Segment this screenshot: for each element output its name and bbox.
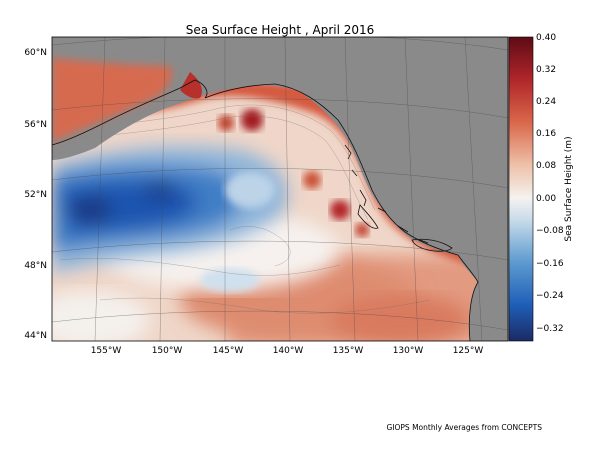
lat-label-44: 44°N <box>24 331 47 341</box>
lat-label-60: 60°N <box>24 48 47 58</box>
data-credit: GIOPS Monthly Averages from CONCEPTS <box>386 423 542 432</box>
colorbar-tick: 0.32 <box>536 65 556 75</box>
map-title: Sea Surface Height , April 2016 <box>185 23 375 37</box>
colorbar-tick: 0.24 <box>536 97 556 107</box>
lon-label-125: 125°W <box>453 346 484 356</box>
lon-label-135: 135°W <box>333 346 364 356</box>
graticule <box>52 37 508 341</box>
colorbar-tick: 0.40 <box>536 33 556 43</box>
lat-label-52: 52°N <box>24 190 47 200</box>
colorbar-label: Sea Surface Height (m) <box>564 136 574 241</box>
lon-label-145: 145°W <box>213 346 244 356</box>
lon-label-140: 140°W <box>273 346 304 356</box>
colorbar-tick: −0.08 <box>536 226 564 236</box>
lat-label-48: 48°N <box>24 261 47 271</box>
colorbar-tick: −0.16 <box>536 259 564 269</box>
colorbar-tick: 0.08 <box>536 161 556 171</box>
latitude-labels: 60°N 56°N 52°N 48°N 44°N <box>24 48 47 341</box>
colorbar: 0.40 0.32 0.24 0.16 0.08 0.00 −0.08 −0.1… <box>508 33 574 342</box>
map-frame <box>51 36 509 342</box>
ssh-field <box>52 37 508 341</box>
longitude-labels: 155°W 150°W 145°W 140°W 135°W 130°W 125°… <box>91 346 484 356</box>
colorbar-ticks: 0.40 0.32 0.24 0.16 0.08 0.00 −0.08 −0.1… <box>536 33 564 334</box>
colorbar-tick: −0.32 <box>536 324 564 334</box>
lon-label-130: 130°W <box>393 346 424 356</box>
lat-label-56: 56°N <box>24 120 47 130</box>
colorbar-gradient <box>508 36 534 342</box>
colorbar-tick: 0.16 <box>536 129 556 139</box>
lon-label-155: 155°W <box>91 346 122 356</box>
lon-label-150: 150°W <box>152 346 183 356</box>
colorbar-tick: −0.24 <box>536 291 564 301</box>
colorbar-tick: 0.00 <box>536 194 556 204</box>
